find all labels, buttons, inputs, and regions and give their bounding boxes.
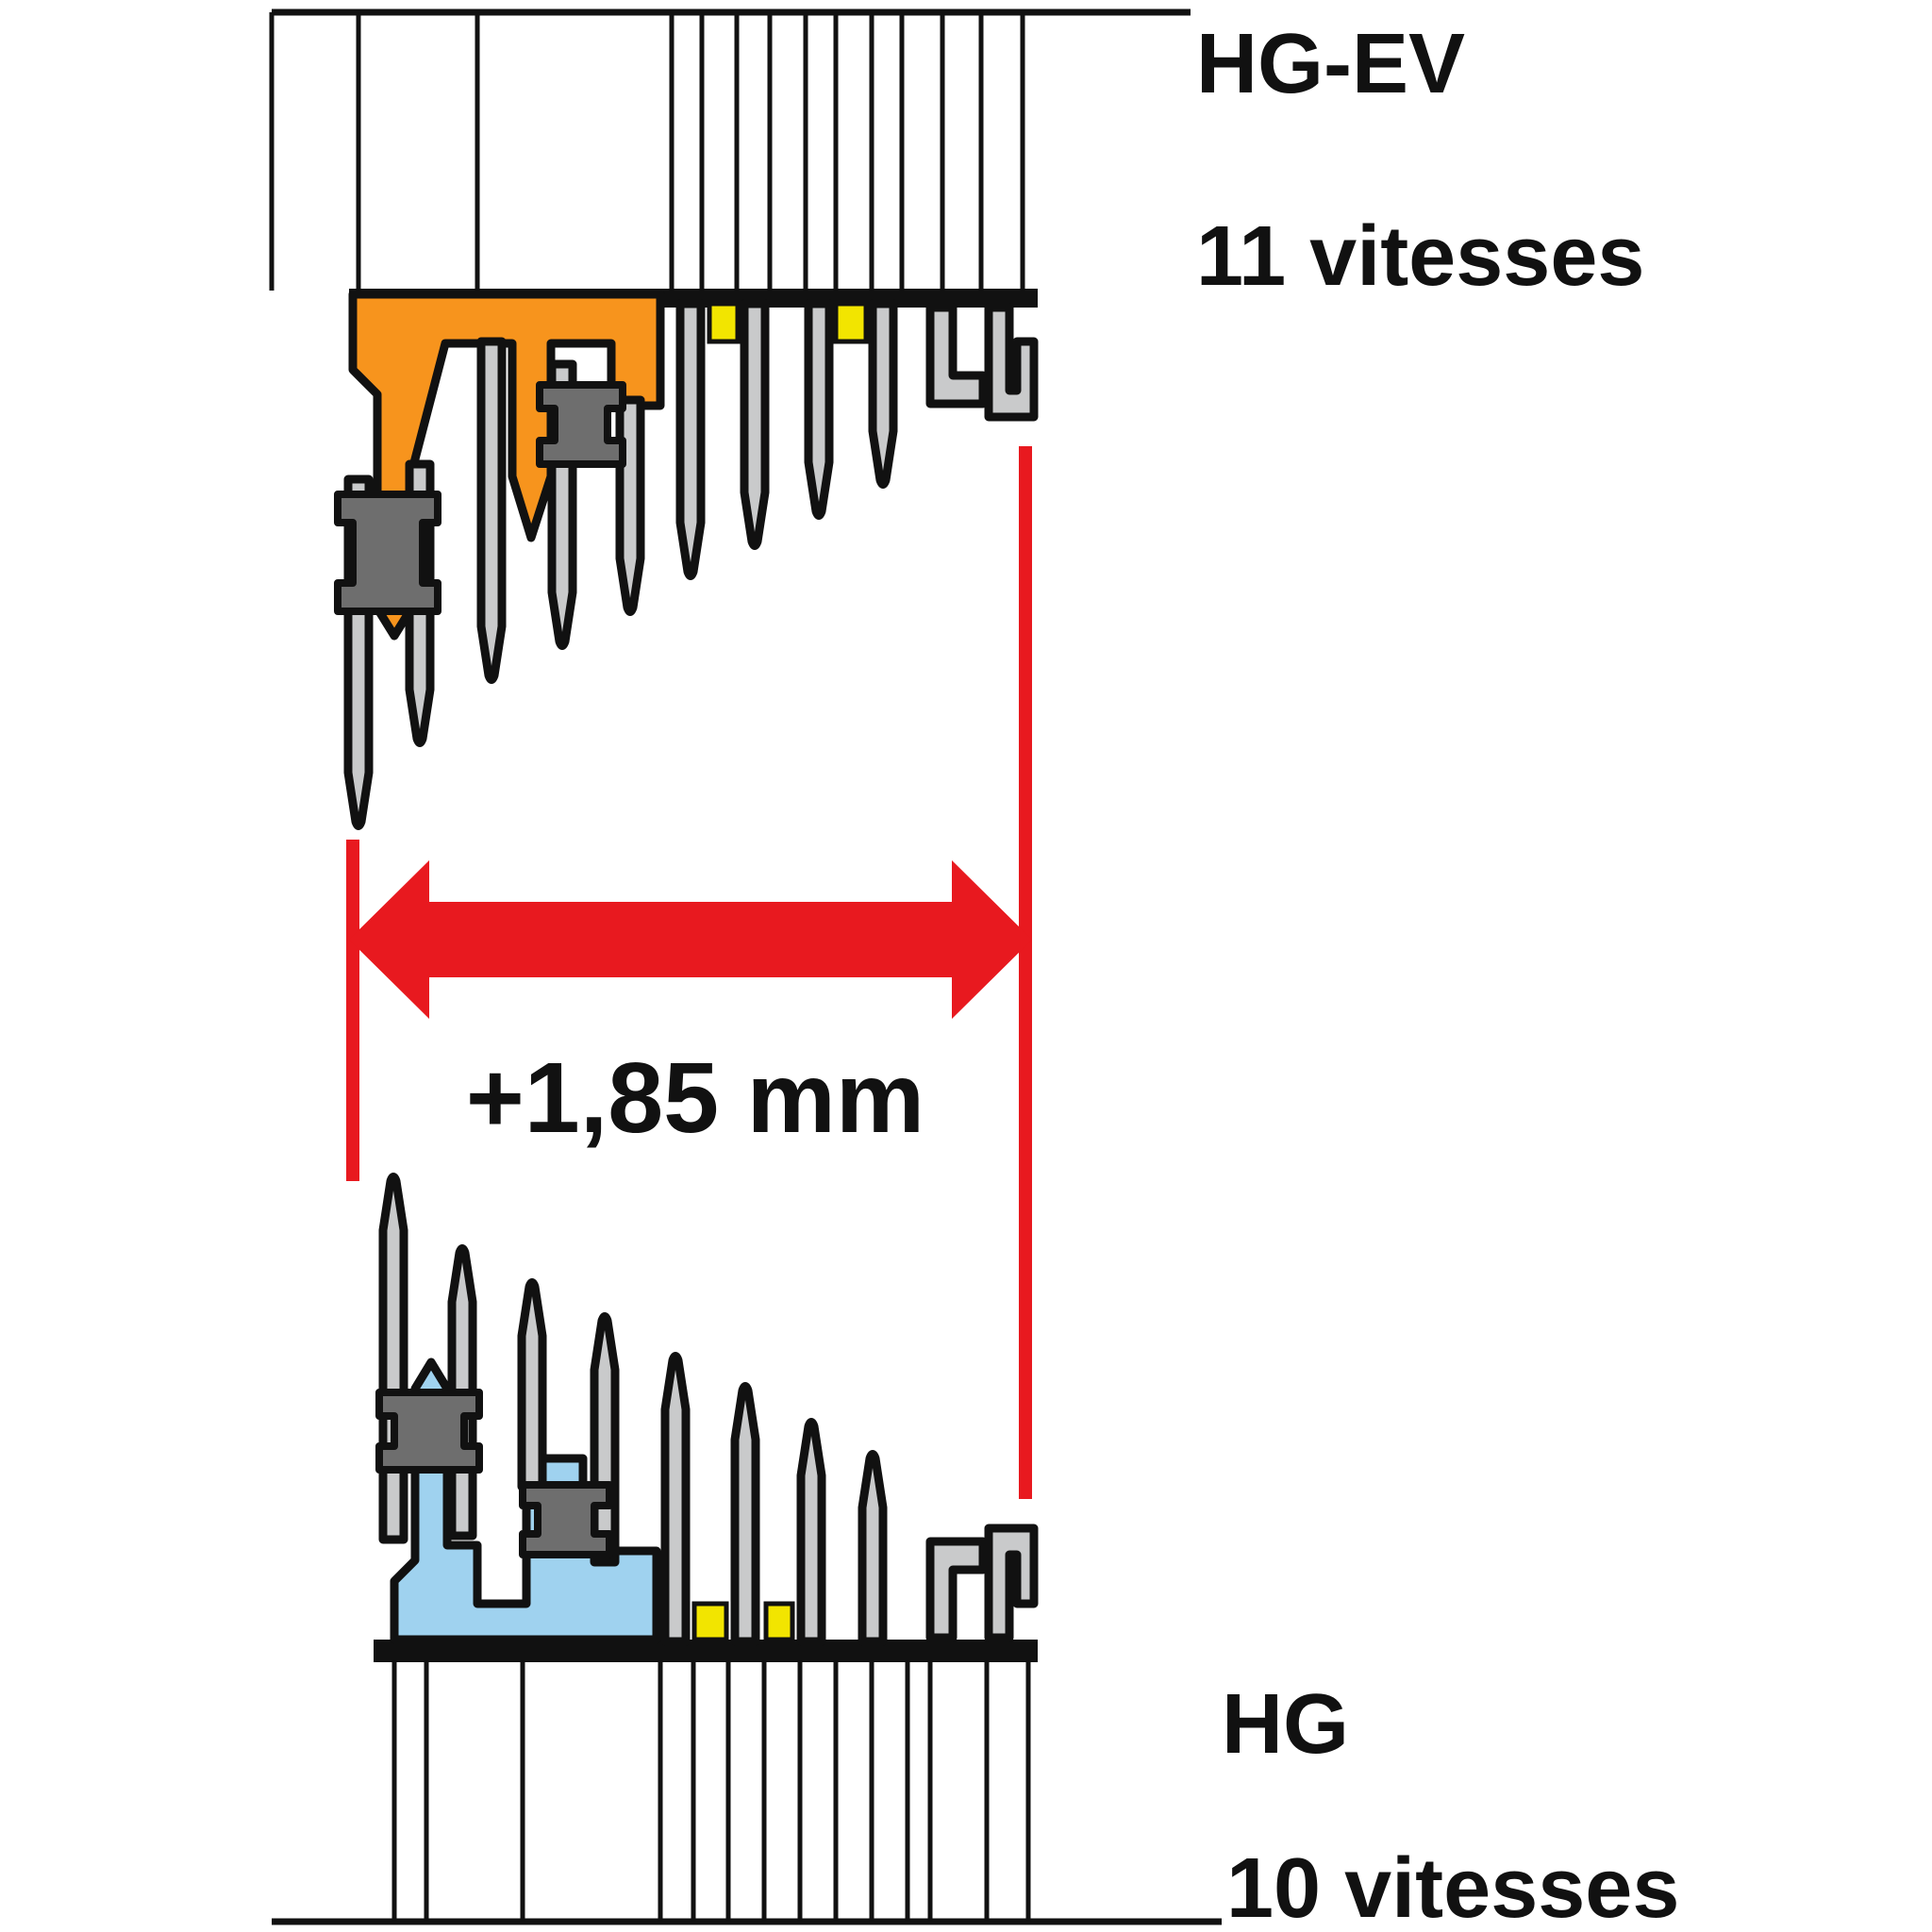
eleven-speeds-label: 11 vitesses <box>1196 209 1644 304</box>
sprocket-tooth <box>740 299 770 550</box>
hg-ev-label: HG-EV <box>1196 17 1465 111</box>
top-sprocket-extension-lines <box>269 12 1025 291</box>
sprocket-tooth <box>868 299 898 489</box>
double-arrow-icon <box>349 860 1032 1019</box>
sprocket-tooth <box>796 1418 826 1646</box>
top-yellow-spacers <box>707 301 869 344</box>
hg-label: HG <box>1222 1677 1349 1772</box>
top-dark-spacers <box>334 381 626 615</box>
sprocket-tooth <box>675 299 706 580</box>
bottom-sprocket-extension-lines <box>391 1660 1031 1919</box>
stepped-sprocket-top <box>925 303 988 408</box>
diagram-labels: HG-EV 11 vitesses HG 10 vitesses <box>1196 17 1679 1932</box>
bottom-dark-spacers <box>375 1389 613 1558</box>
sprocket-tooth <box>615 395 645 616</box>
h-spacer <box>334 491 441 615</box>
bottom-sprocket-teeth <box>378 1173 888 1646</box>
measurement-value-label: +1,85 mm <box>466 1042 924 1154</box>
stepped-sprocket-bottom <box>925 1537 988 1642</box>
sprocket-tooth <box>660 1352 691 1646</box>
smallest-sprocket-hook-top <box>984 303 1039 422</box>
sprocket-tooth <box>476 337 507 684</box>
sprocket-tooth <box>730 1382 760 1646</box>
sprocket-tooth <box>517 1278 547 1491</box>
hg-ev-11s-cassette-section <box>269 8 1191 830</box>
top-sprocket-teeth <box>343 299 898 830</box>
yellow-spacer <box>707 301 741 344</box>
sprocket-tooth <box>378 1173 408 1544</box>
sprocket-tooth <box>804 299 834 520</box>
sprocket-tooth <box>858 1450 888 1646</box>
yellow-spacer <box>833 301 869 344</box>
hg-10s-cassette-section <box>272 1173 1222 1925</box>
h-spacer <box>519 1481 613 1558</box>
yellow-spacer <box>691 1601 729 1642</box>
bottom-yellow-spacers <box>691 1601 795 1642</box>
width-difference-measurement: +1,85 mm <box>346 446 1032 1499</box>
yellow-spacer <box>763 1601 795 1642</box>
h-spacer <box>536 381 626 468</box>
ten-speeds-label: 10 vitesses <box>1226 1841 1679 1932</box>
sprocket-carrier-spider-bottom <box>390 1357 661 1644</box>
h-spacer <box>375 1389 483 1474</box>
smallest-sprocket-hook-bottom <box>984 1524 1039 1642</box>
